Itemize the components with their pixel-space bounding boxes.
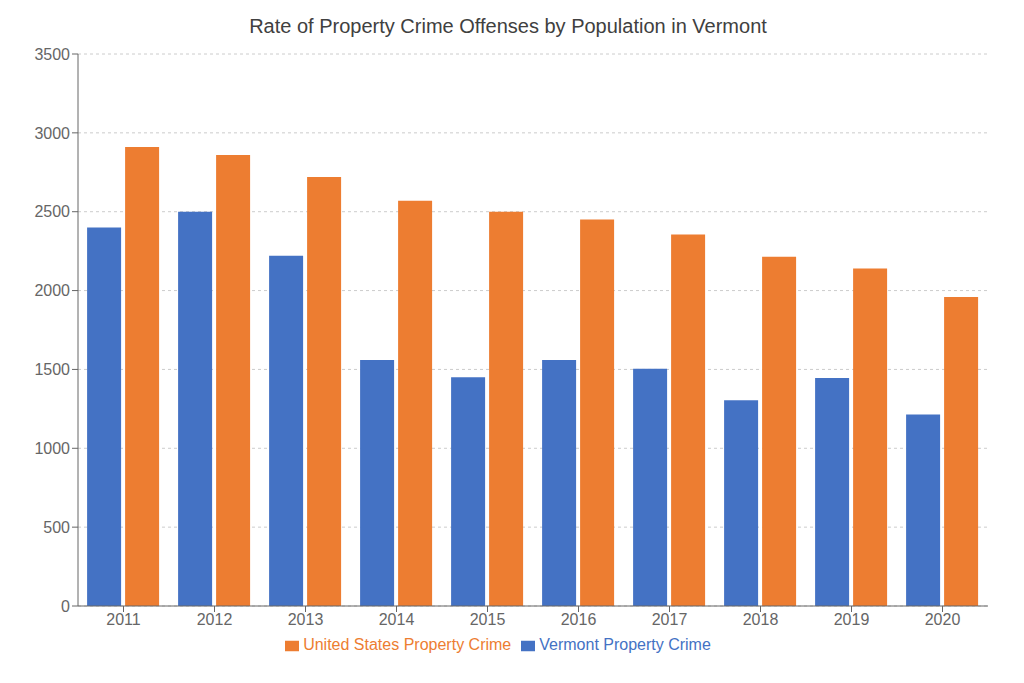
svg-text:2014: 2014	[379, 611, 415, 628]
svg-text:2000: 2000	[34, 282, 70, 299]
svg-text:2016: 2016	[561, 611, 597, 628]
svg-text:2020: 2020	[925, 611, 961, 628]
svg-text:2013: 2013	[288, 611, 324, 628]
html-text:United States Property Crime: United States Property Crime	[303, 636, 512, 653]
svg-text:2018: 2018	[743, 611, 779, 628]
svg-text:2500: 2500	[34, 203, 70, 220]
svg-text:3000: 3000	[34, 125, 70, 142]
svg-text:1500: 1500	[34, 361, 70, 378]
svg-text:2017: 2017	[652, 611, 688, 628]
svg-text:3500: 3500	[34, 46, 70, 63]
svg-text:1000: 1000	[34, 440, 70, 457]
svg-text:2015: 2015	[470, 611, 506, 628]
html-text:Vermont Property Crime: Vermont Property Crime	[539, 636, 711, 653]
html-text:Rate of Property Crime Offense: Rate of Property Crime Offenses by Popul…	[249, 15, 767, 37]
svg-text:0: 0	[61, 598, 70, 615]
svg-text:2012: 2012	[197, 611, 233, 628]
svg-text:2019: 2019	[834, 611, 870, 628]
svg-text:2011: 2011	[106, 611, 141, 628]
svg-text:500: 500	[43, 519, 70, 536]
